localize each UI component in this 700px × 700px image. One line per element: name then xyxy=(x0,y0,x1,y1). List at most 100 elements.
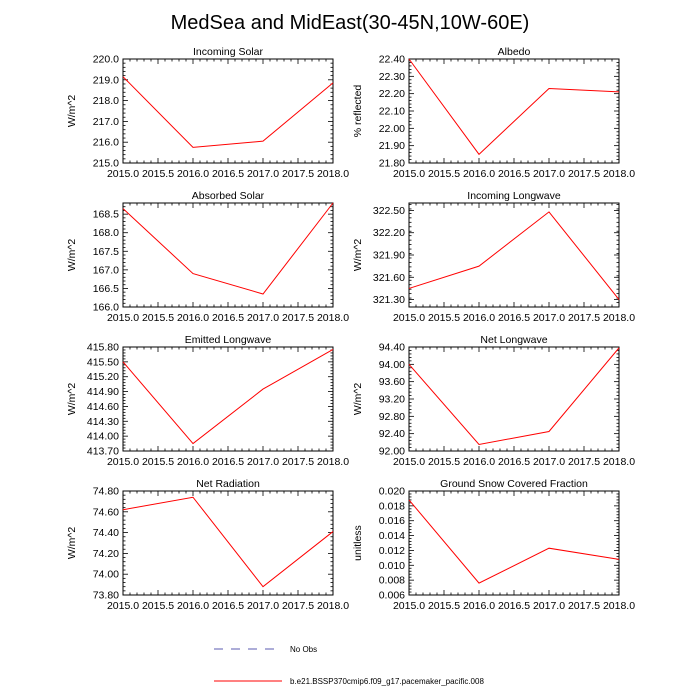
y-tick-label: 167.0 xyxy=(93,264,119,276)
subplot-net-radiation: Net Radiation W/m^2 2015.0 2015.5 2016.0 2016… xyxy=(66,478,349,612)
y-tick-label: 74.60 xyxy=(93,506,119,518)
y-tick-label: 94.40 xyxy=(379,342,405,354)
x-tick-label: 2017.5 xyxy=(568,312,600,324)
x-tick-label: 2018.0 xyxy=(317,168,349,180)
y-tick-label: 74.80 xyxy=(93,486,119,498)
subplot-title: Incoming Longwave xyxy=(467,190,561,202)
x-tick-label: 2017.0 xyxy=(247,168,279,180)
x-tick-label: 2016.5 xyxy=(212,312,244,324)
y-tick-label: 22.40 xyxy=(379,54,405,66)
y-tick-label: 22.10 xyxy=(379,106,405,118)
x-tick-label: 2018.0 xyxy=(603,312,635,324)
x-tick-label: 2015.0 xyxy=(107,312,139,324)
subplot-title: Net Radiation xyxy=(196,478,260,490)
y-tick-label: 166.0 xyxy=(93,302,119,314)
x-tick-label: 2015.0 xyxy=(393,168,425,180)
x-tick-label: 2016.0 xyxy=(177,456,209,468)
subplot-title: Ground Snow Covered Fraction xyxy=(440,478,588,490)
y-tick-label: 168.5 xyxy=(93,209,119,221)
y-tick-label: 22.00 xyxy=(379,123,405,135)
y-tick-label: 321.30 xyxy=(373,294,405,306)
y-axis-label: W/m^2 xyxy=(66,383,78,416)
y-tick-label: 216.0 xyxy=(93,137,119,149)
y-tick-label: 93.60 xyxy=(379,376,405,388)
x-tick-label: 2017.0 xyxy=(247,312,279,324)
y-tick-label: 322.50 xyxy=(373,205,405,217)
x-tick-label: 2018.0 xyxy=(317,600,349,612)
y-tick-label: 220.0 xyxy=(93,54,119,66)
y-tick-label: 74.40 xyxy=(93,527,119,539)
x-tick-label: 2015.0 xyxy=(393,456,425,468)
y-axis-label: unitless xyxy=(352,525,364,561)
y-tick-label: 92.00 xyxy=(379,446,405,458)
x-tick-label: 2017.5 xyxy=(568,456,600,468)
x-tick-label: 2018.0 xyxy=(603,600,635,612)
subplot-title: Albedo xyxy=(498,46,531,58)
series-line-1 xyxy=(408,211,620,300)
y-tick-label: 0.006 xyxy=(379,590,405,602)
x-tick-label: 2016.0 xyxy=(463,168,495,180)
y-axis-label: W/m^2 xyxy=(66,95,78,128)
x-tick-label: 2015.5 xyxy=(428,168,460,180)
y-tick-label: 0.018 xyxy=(379,500,405,512)
legend-label-model-run: b.e21.BSSP370cmip6.f09_g17.pacemaker_pac… xyxy=(290,677,484,686)
y-tick-label: 92.80 xyxy=(379,411,405,423)
y-tick-label: 74.00 xyxy=(93,569,119,581)
x-tick-label: 2015.5 xyxy=(142,456,174,468)
y-tick-label: 219.0 xyxy=(93,74,119,86)
x-tick-label: 2016.0 xyxy=(177,168,209,180)
x-tick-label: 2018.0 xyxy=(603,168,635,180)
y-tick-label: 415.80 xyxy=(87,342,119,354)
x-tick-label: 2015.0 xyxy=(393,600,425,612)
x-tick-label: 2016.5 xyxy=(498,168,530,180)
series-line-1 xyxy=(408,58,620,156)
y-tick-label: 22.30 xyxy=(379,71,405,83)
x-tick-label: 2017.5 xyxy=(568,168,600,180)
x-tick-label: 2015.5 xyxy=(428,456,460,468)
y-tick-label: 0.012 xyxy=(379,545,405,557)
x-tick-label: 2016.5 xyxy=(498,312,530,324)
x-tick-label: 2015.5 xyxy=(428,600,460,612)
x-tick-label: 2018.0 xyxy=(603,456,635,468)
x-tick-label: 2017.0 xyxy=(247,600,279,612)
x-tick-label: 2016.0 xyxy=(463,600,495,612)
x-tick-label: 2017.0 xyxy=(247,456,279,468)
y-tick-label: 21.90 xyxy=(379,140,405,152)
y-tick-label: 0.020 xyxy=(379,486,405,498)
series-line-1 xyxy=(122,202,334,295)
subplot-title: Absorbed Solar xyxy=(192,190,265,202)
series-line-1 xyxy=(122,349,334,445)
y-axis-label: W/m^2 xyxy=(352,239,364,272)
y-tick-label: 322.20 xyxy=(373,227,405,239)
subplot-title: Net Longwave xyxy=(480,334,547,346)
x-tick-label: 2017.0 xyxy=(533,168,565,180)
y-tick-label: 414.90 xyxy=(87,386,119,398)
y-tick-label: 218.0 xyxy=(93,95,119,107)
x-tick-label: 2016.5 xyxy=(212,168,244,180)
y-tick-label: 414.60 xyxy=(87,401,119,413)
y-tick-label: 166.5 xyxy=(93,283,119,295)
y-tick-label: 414.30 xyxy=(87,416,119,428)
x-tick-label: 2015.0 xyxy=(107,600,139,612)
x-tick-label: 2015.5 xyxy=(142,600,174,612)
plot-frame xyxy=(408,490,620,596)
legend-label-no-obs: No Obs xyxy=(290,645,317,654)
x-tick-label: 2017.0 xyxy=(533,600,565,612)
y-tick-label: 415.20 xyxy=(87,371,119,383)
y-tick-label: 321.60 xyxy=(373,272,405,284)
y-tick-label: 0.014 xyxy=(379,530,405,542)
x-tick-label: 2017.5 xyxy=(282,168,314,180)
plot-frame xyxy=(122,58,334,164)
series-line-1 xyxy=(122,76,334,148)
plot-frame xyxy=(408,58,620,164)
x-tick-label: 2018.0 xyxy=(317,312,349,324)
y-tick-label: 321.90 xyxy=(373,250,405,262)
series-line-1 xyxy=(122,496,334,588)
plot-frame xyxy=(408,346,620,452)
y-tick-label: 93.20 xyxy=(379,394,405,406)
